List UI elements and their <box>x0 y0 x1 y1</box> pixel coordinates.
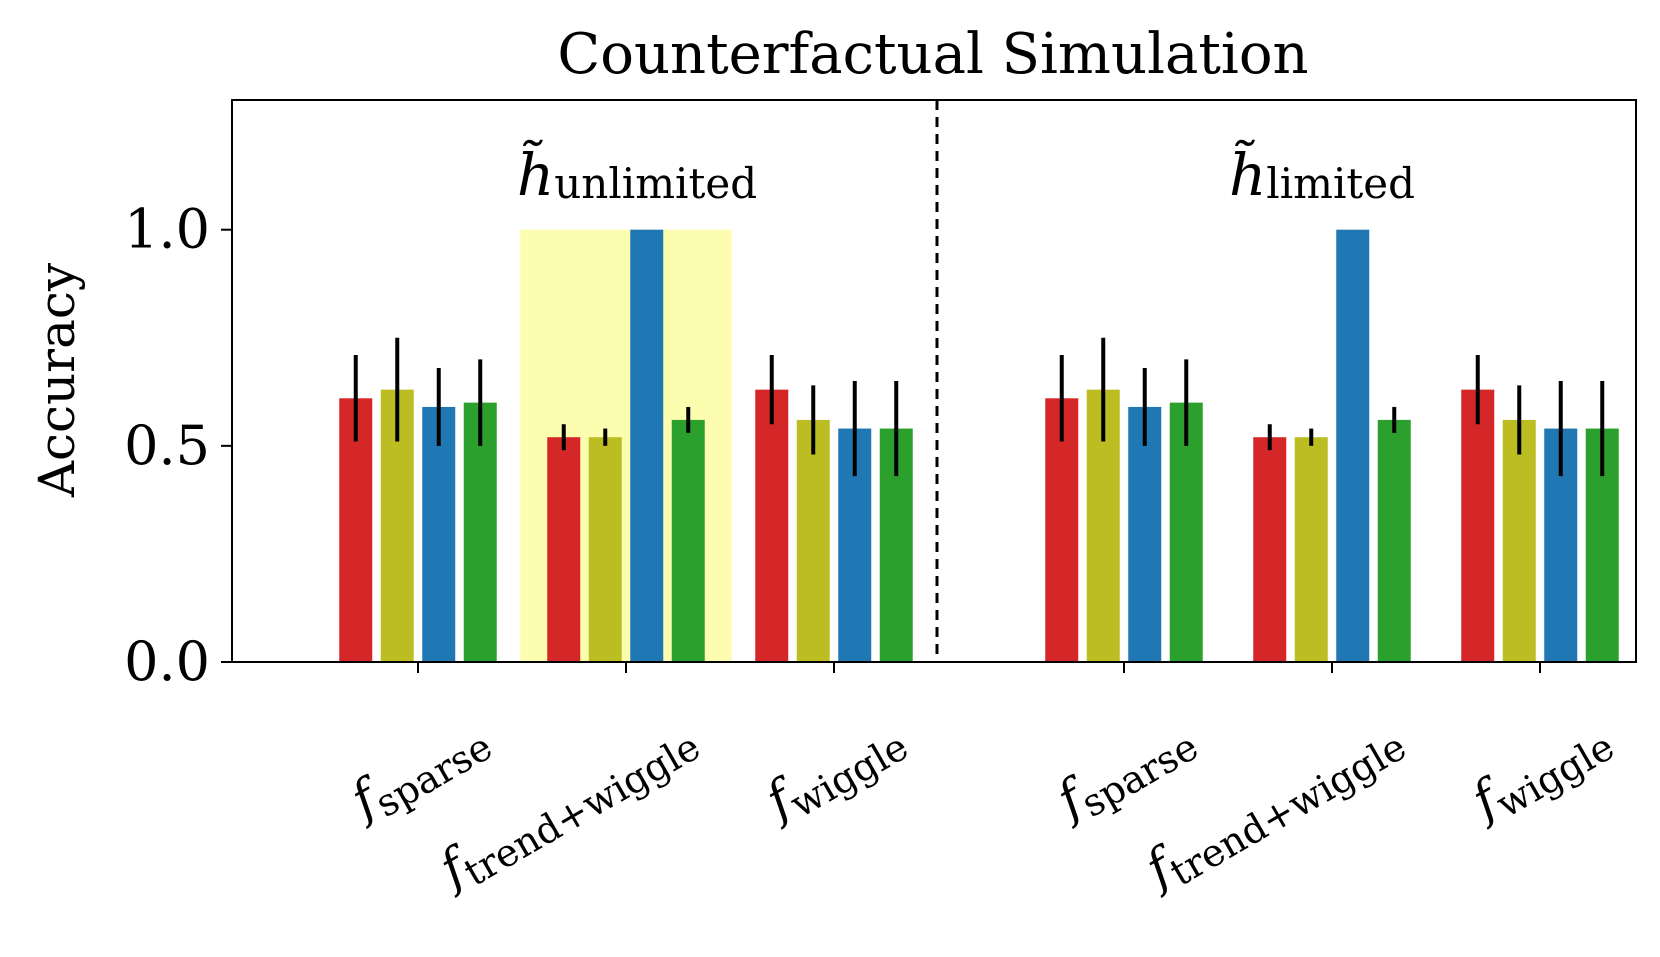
plot-frame <box>231 99 1637 663</box>
error-bars-layer <box>353 337 1605 477</box>
y-tick-label: 0.0 <box>124 630 210 693</box>
bar <box>630 229 664 662</box>
bar <box>422 406 456 662</box>
bar <box>1377 419 1411 662</box>
bar <box>1128 406 1162 662</box>
bar <box>1336 229 1370 662</box>
bar <box>1045 398 1079 662</box>
bar <box>1502 419 1536 662</box>
panel-label: h̃limited <box>1229 138 1415 209</box>
y-axis-label: Accuracy <box>28 262 86 498</box>
y-tick-label: 0.5 <box>124 414 210 477</box>
bar <box>1253 437 1287 662</box>
axes-layer <box>221 99 1637 673</box>
bar <box>547 437 581 662</box>
x-tick-label: fsparse <box>338 706 500 837</box>
bar <box>671 419 705 662</box>
bar <box>339 398 373 662</box>
bar <box>755 389 789 662</box>
panel-label: h̃unlimited <box>517 138 757 209</box>
y-tick-label: 1.0 <box>124 198 210 261</box>
x-tick-label: fsparse <box>1044 706 1206 837</box>
bar <box>1461 389 1495 662</box>
bar <box>1294 437 1328 662</box>
bar <box>796 419 830 662</box>
x-tick-label: fwiggle <box>753 706 916 838</box>
bar <box>588 437 622 662</box>
bars-layer <box>339 229 1619 662</box>
chart-title: Counterfactual Simulation <box>557 22 1308 87</box>
x-tick-label: fwiggle <box>1459 706 1622 838</box>
